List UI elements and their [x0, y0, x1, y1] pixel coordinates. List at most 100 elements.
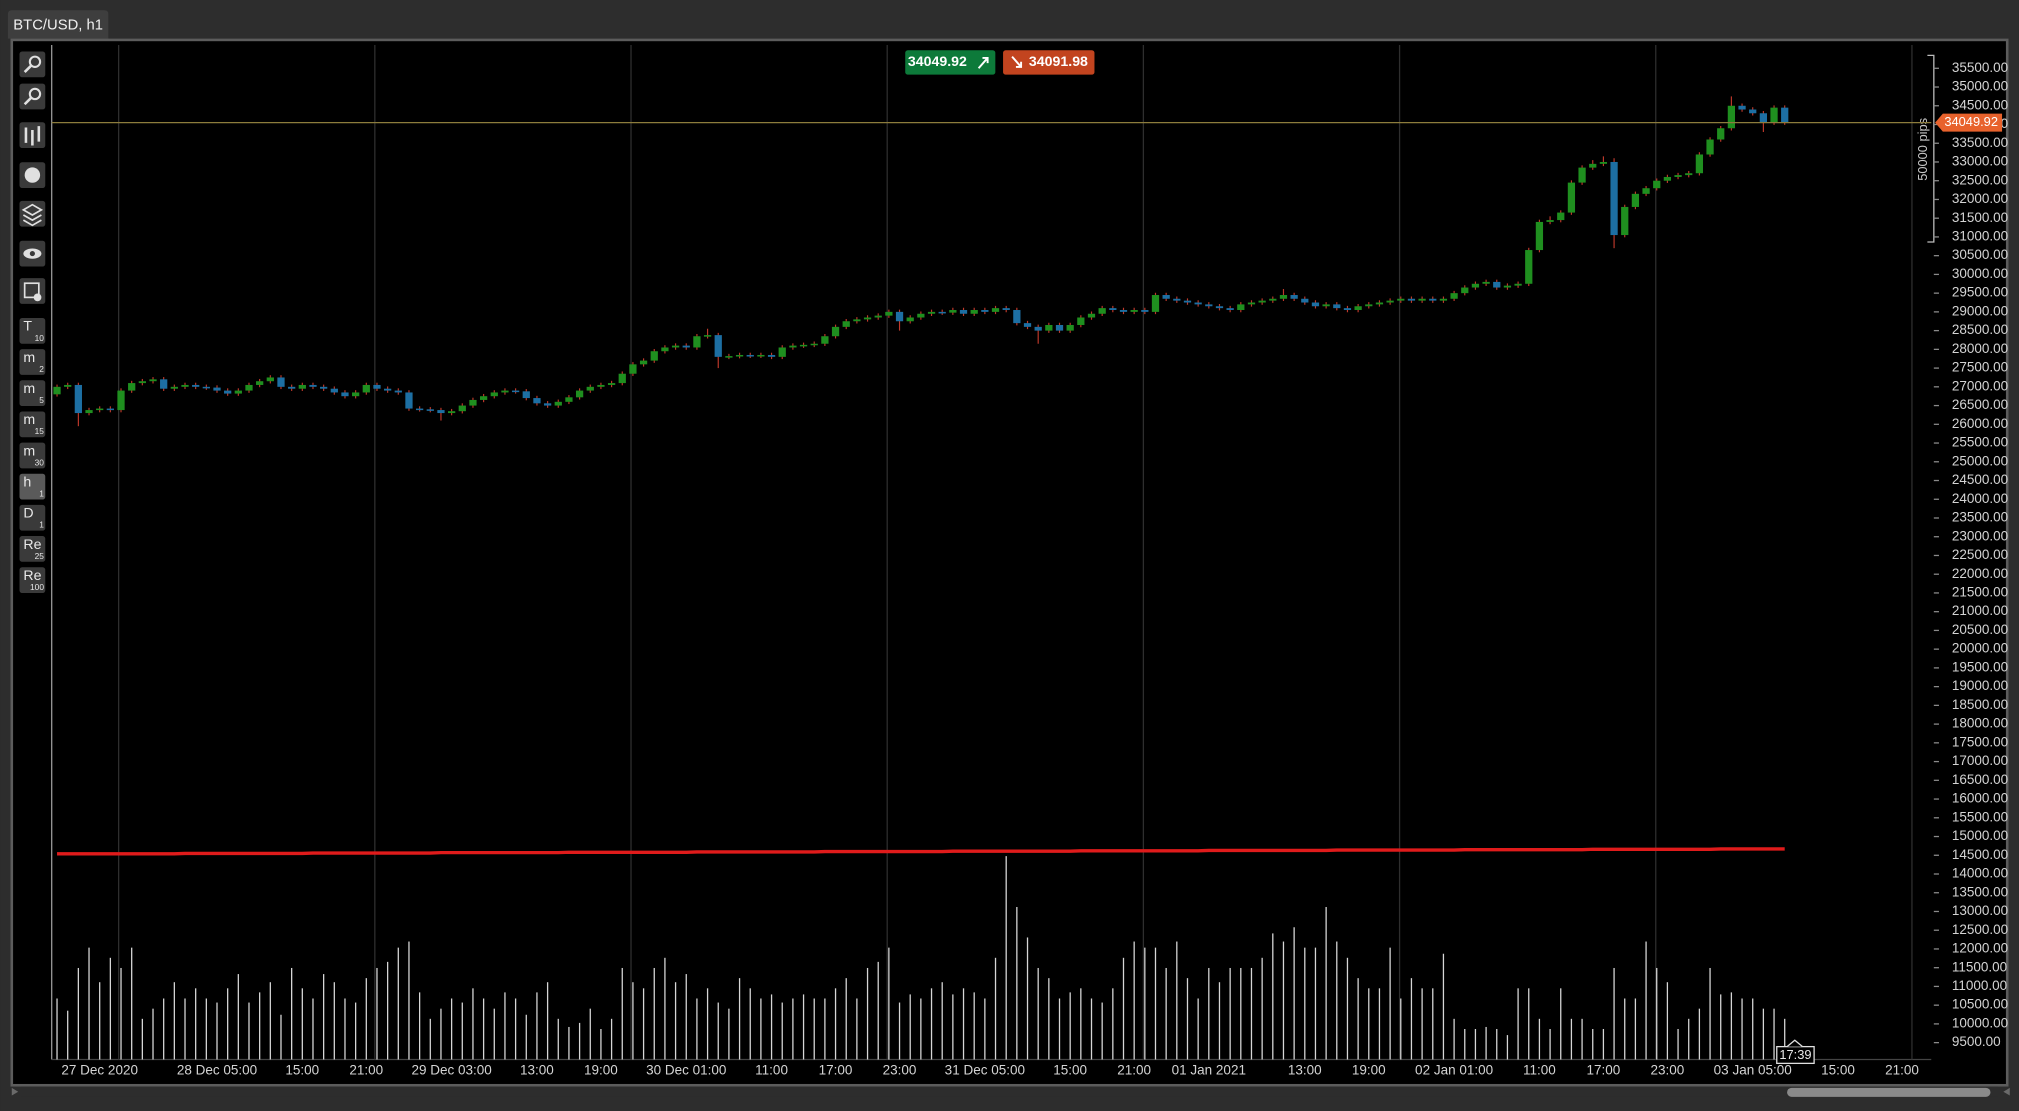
candle-body [1493, 281, 1501, 288]
candle-body [1023, 323, 1032, 327]
range-bracket [1927, 54, 1935, 243]
y-tick-label: 23000.00 [1952, 528, 2008, 543]
x-tick-label: 15:00 [1053, 1063, 1087, 1078]
candle-body [607, 383, 616, 385]
candle-body [757, 354, 765, 357]
candle-body [53, 386, 61, 395]
y-tick-label: 12000.00 [1952, 941, 2008, 956]
x-tick-label: 03 Jan 05:00 [1714, 1063, 1792, 1078]
candle-body [1141, 310, 1149, 312]
candle-body [746, 354, 754, 357]
x-tick-label: 15:00 [1821, 1063, 1855, 1078]
x-tick-label: 31 Dec 05:00 [945, 1063, 1025, 1078]
timeframe-unit: Re [23, 537, 41, 553]
settings-button[interactable] [19, 278, 46, 304]
candle-body [970, 310, 978, 314]
zoom-out-button[interactable] [19, 83, 46, 110]
zoom-in-button[interactable] [19, 51, 46, 78]
candle-body [533, 398, 541, 404]
candle-body [1397, 298, 1405, 301]
candle-body [597, 384, 605, 387]
candle-body [810, 343, 818, 346]
candle-body [373, 384, 381, 389]
candle-body [1375, 302, 1384, 305]
candle-body [160, 379, 168, 389]
candle-body [1407, 298, 1416, 301]
candle-body [917, 313, 925, 318]
candle-body [1130, 310, 1138, 312]
timeframe-button[interactable] [19, 442, 46, 469]
candle-body [437, 410, 445, 414]
candle-body [106, 408, 114, 411]
candle-body [714, 335, 722, 357]
candle-body [234, 390, 242, 394]
y-tick-label: 11500.00 [1952, 959, 2007, 974]
candle-body [863, 317, 872, 320]
candle-body [1461, 287, 1469, 294]
timeframe-button[interactable] [19, 504, 46, 531]
layers-button[interactable] [19, 200, 46, 227]
candle-body [1663, 176, 1672, 181]
candle-body [586, 386, 594, 391]
y-tick-label: 10500.00 [1952, 997, 2008, 1012]
timeframe-button[interactable] [19, 317, 46, 344]
candle-body [1781, 107, 1789, 123]
cursor-time-pointer [1786, 1039, 1803, 1048]
candle-body [1215, 306, 1224, 309]
settings-icon [23, 282, 40, 299]
timeframe-button[interactable] [19, 380, 46, 407]
candle-body [1642, 188, 1650, 194]
candle-body [277, 377, 285, 387]
y-tick-label: 30500.00 [1952, 247, 2008, 262]
candle-body [416, 408, 424, 411]
timeframe-button[interactable] [19, 536, 46, 562]
candle-body [522, 391, 530, 399]
timeframe-button[interactable] [19, 567, 46, 593]
y-tick-label: 35000.00 [1952, 79, 2008, 94]
candle-body [384, 388, 392, 391]
candle-body [1621, 206, 1629, 236]
candle-body [1685, 173, 1693, 176]
candle-body [1045, 324, 1053, 331]
x-tick-label: 23:00 [883, 1063, 917, 1078]
y-tick-label: 31000.00 [1952, 228, 2008, 243]
timeframe-unit: h [23, 474, 31, 490]
x-tick-label: 21:00 [1117, 1063, 1151, 1078]
x-tick-label: 21:00 [1885, 1063, 1919, 1078]
candle-body [1333, 304, 1341, 309]
chart-tab[interactable] [7, 10, 109, 39]
y-tick-label: 30000.00 [1952, 266, 2008, 281]
current-price-tag [1935, 113, 2003, 132]
candle-body [447, 411, 456, 414]
bid-price: 34049.92 [908, 54, 967, 70]
candle-body [554, 401, 562, 406]
y-tick-label: 20500.00 [1952, 622, 2008, 637]
candle-body [618, 373, 626, 384]
candle-body [490, 392, 498, 397]
timeframe-button[interactable] [19, 411, 46, 438]
candle-body [821, 336, 829, 344]
scrollbar-thumb[interactable] [1787, 1087, 1991, 1097]
candle-body [1162, 295, 1170, 299]
candle-body [1151, 295, 1160, 312]
candle-body [1535, 221, 1544, 251]
timeframe-count: 30 [35, 457, 45, 467]
timeframe-unit: Re [23, 568, 41, 584]
timeframe-count: 25 [35, 551, 45, 561]
candle-body [1482, 281, 1490, 284]
bid-badge[interactable] [905, 50, 996, 75]
y-tick-label: 24000.00 [1952, 491, 2008, 506]
candle-body [767, 354, 776, 357]
candle-body [885, 311, 893, 316]
candle-body [1706, 139, 1714, 155]
share-icon [24, 167, 41, 183]
scrollbar [11, 1086, 2010, 1097]
candle-body [341, 392, 349, 397]
timeframe-button[interactable] [19, 349, 46, 375]
candle-body [629, 364, 637, 374]
y-tick-label: 18000.00 [1952, 716, 2008, 731]
ask-badge[interactable] [1003, 50, 1095, 75]
candle-body [1759, 113, 1768, 123]
y-tick-label: 25500.00 [1952, 435, 2008, 450]
timeframe-button[interactable] [19, 473, 46, 500]
